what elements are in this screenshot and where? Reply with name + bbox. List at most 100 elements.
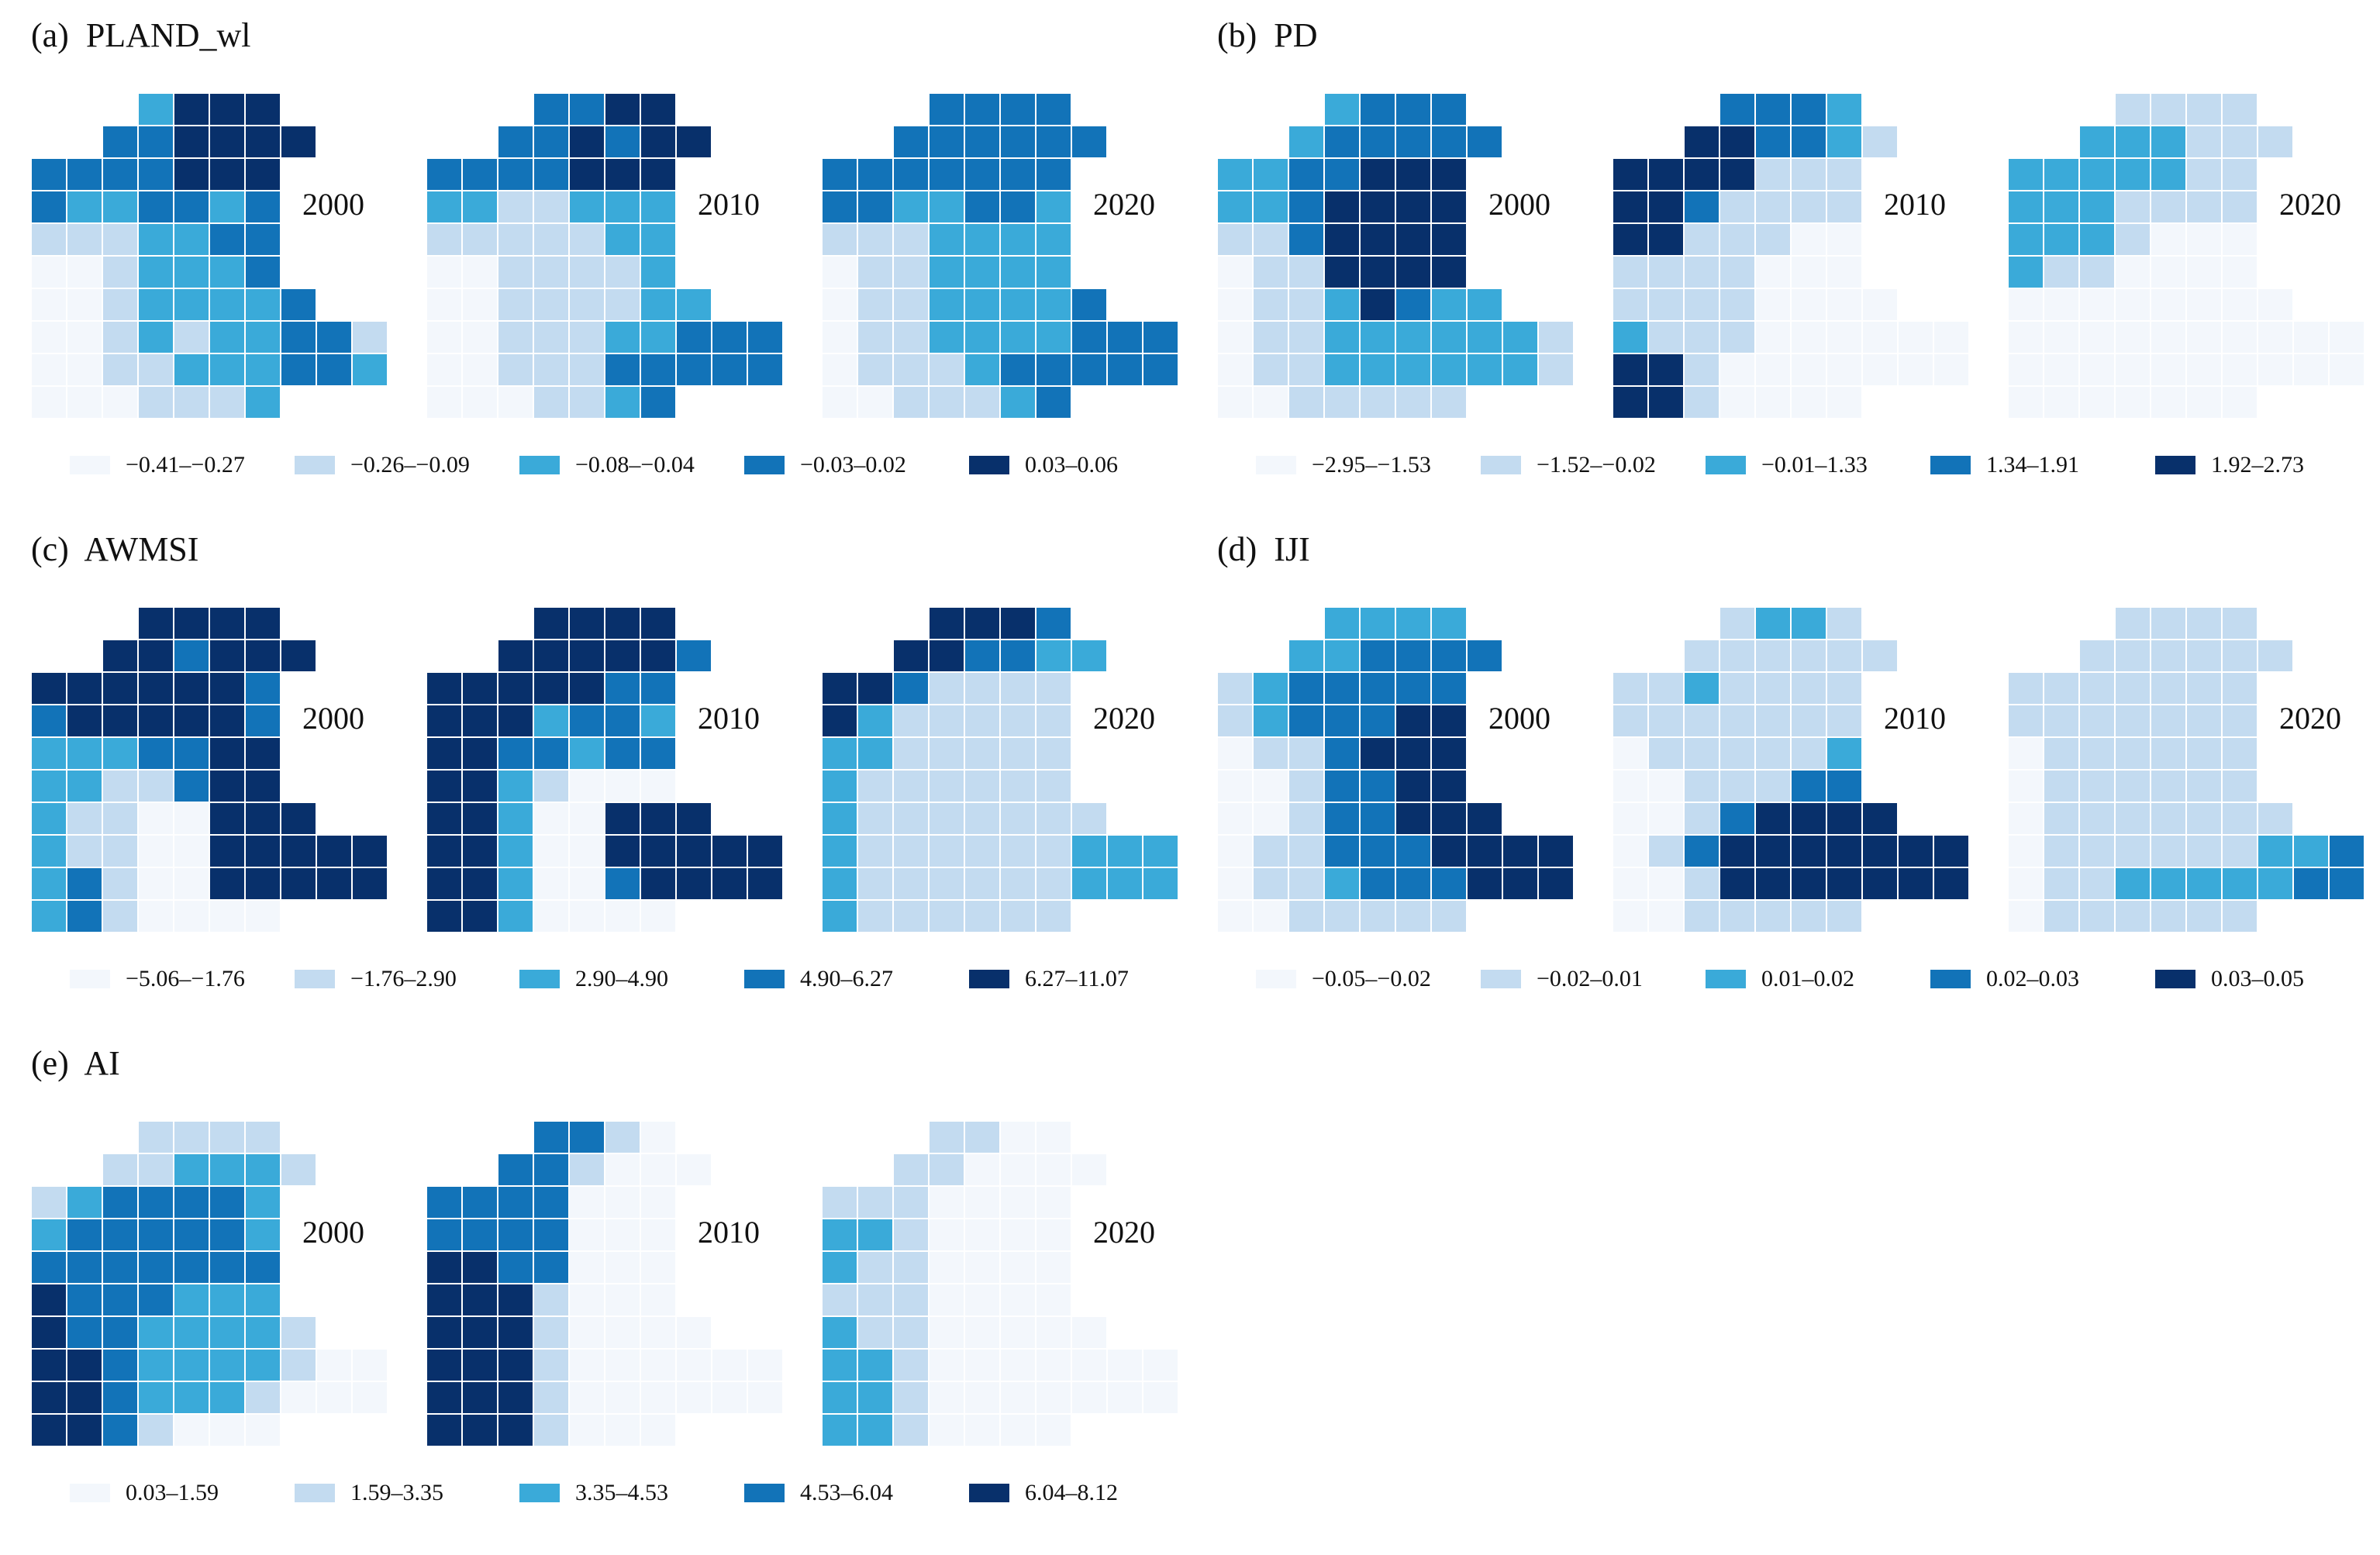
district-cell — [426, 1250, 463, 1284]
district-cell — [316, 834, 353, 868]
district-cell — [928, 1381, 965, 1415]
district-cell — [497, 899, 534, 933]
district-cell — [2078, 157, 2116, 191]
district-cell — [1035, 125, 1072, 159]
district-cell — [999, 704, 1037, 738]
district-cell — [1430, 834, 1468, 868]
district-cell — [568, 1348, 605, 1382]
district-cell — [461, 353, 498, 387]
district-cell — [1826, 157, 1863, 191]
district-cell — [2257, 867, 2294, 901]
district-cell — [568, 385, 605, 419]
district-cell — [2150, 320, 2187, 354]
district-cell — [1613, 704, 1649, 738]
year-label: 2010 — [698, 701, 760, 736]
district-cell — [964, 320, 1001, 354]
district-cell — [102, 802, 139, 836]
district-cell — [892, 1153, 930, 1187]
district-cell — [2221, 606, 2258, 640]
district-cell — [244, 255, 281, 289]
district-cell — [137, 1185, 174, 1219]
district-cell — [604, 385, 641, 419]
district-cell — [1071, 1348, 1108, 1382]
district-cell — [999, 1250, 1037, 1284]
district-cell — [1142, 320, 1179, 354]
district-cell — [675, 1153, 712, 1187]
district-cell — [568, 353, 605, 387]
district-cell — [1754, 288, 1792, 322]
district-cell — [173, 92, 210, 126]
district-cell — [568, 1413, 605, 1447]
district-cell — [66, 899, 103, 933]
district-cell — [1719, 353, 1756, 387]
district-cell — [1252, 704, 1289, 738]
district-cell — [1683, 867, 1720, 901]
district-cell — [747, 1381, 784, 1415]
district-cell — [1323, 190, 1361, 224]
district-cell — [1647, 288, 1685, 322]
district-cell — [2185, 353, 2223, 387]
district-cell — [426, 222, 463, 257]
district-cell — [999, 288, 1037, 322]
district-cell — [2150, 606, 2187, 640]
district-cell — [1035, 1218, 1072, 1252]
district-cell — [1430, 353, 1468, 387]
district-cell — [711, 353, 748, 387]
district-cell — [1323, 255, 1361, 289]
district-cell — [2043, 190, 2080, 224]
district-cell — [2292, 353, 2330, 387]
legend-swatch — [744, 1484, 785, 1502]
district-cell — [2043, 157, 2080, 191]
legend-swatch — [1256, 970, 1296, 988]
district-cell — [1933, 320, 1970, 354]
district-cell — [244, 1348, 281, 1382]
district-cell — [1142, 867, 1179, 901]
district-cell — [1613, 385, 1649, 419]
legend-item: 6.04–8.12 — [969, 1477, 1118, 1508]
district-cell — [640, 353, 677, 387]
district-cell — [964, 1283, 1001, 1317]
district-cell — [533, 1413, 570, 1447]
district-cell — [66, 704, 103, 738]
district-cell — [2257, 125, 2294, 159]
district-cell — [1826, 769, 1863, 803]
district-cell — [1395, 736, 1432, 771]
district-cell — [102, 125, 139, 159]
district-cell — [2221, 157, 2258, 191]
district-cell — [640, 1348, 677, 1382]
district-cell — [747, 867, 784, 901]
district-cell — [137, 92, 174, 126]
district-cell — [1071, 288, 1108, 322]
district-cell — [1683, 802, 1720, 836]
district-cell — [102, 1381, 139, 1415]
district-cell — [66, 671, 103, 705]
district-cell — [2221, 736, 2258, 771]
district-cell — [1395, 125, 1432, 159]
district-cell — [640, 704, 677, 738]
district-cell — [209, 899, 246, 933]
district-cell — [316, 320, 353, 354]
panel-title: (c) AWMSI — [31, 530, 199, 568]
legend-item: 6.27–11.07 — [969, 964, 1129, 995]
district-cell — [1035, 320, 1072, 354]
district-cell — [1719, 671, 1756, 705]
district-cell — [31, 190, 67, 224]
district-cell — [1071, 867, 1108, 901]
district-cell — [1359, 639, 1396, 673]
legend-item: −1.52–−0.02 — [1481, 450, 1656, 481]
district-cell — [857, 769, 894, 803]
district-cell — [2221, 190, 2258, 224]
district-cell — [1502, 867, 1539, 901]
district-cell — [280, 125, 317, 159]
district-cell — [2185, 769, 2223, 803]
district-cell — [209, 92, 246, 126]
district-cell — [964, 190, 1001, 224]
district-cell — [1647, 867, 1685, 901]
district-cell — [604, 288, 641, 322]
district-cell — [1035, 671, 1072, 705]
district-cell — [497, 639, 534, 673]
district-cell — [1826, 385, 1863, 419]
district-cell — [533, 288, 570, 322]
district-cell — [857, 320, 894, 354]
district-cell — [1719, 639, 1756, 673]
